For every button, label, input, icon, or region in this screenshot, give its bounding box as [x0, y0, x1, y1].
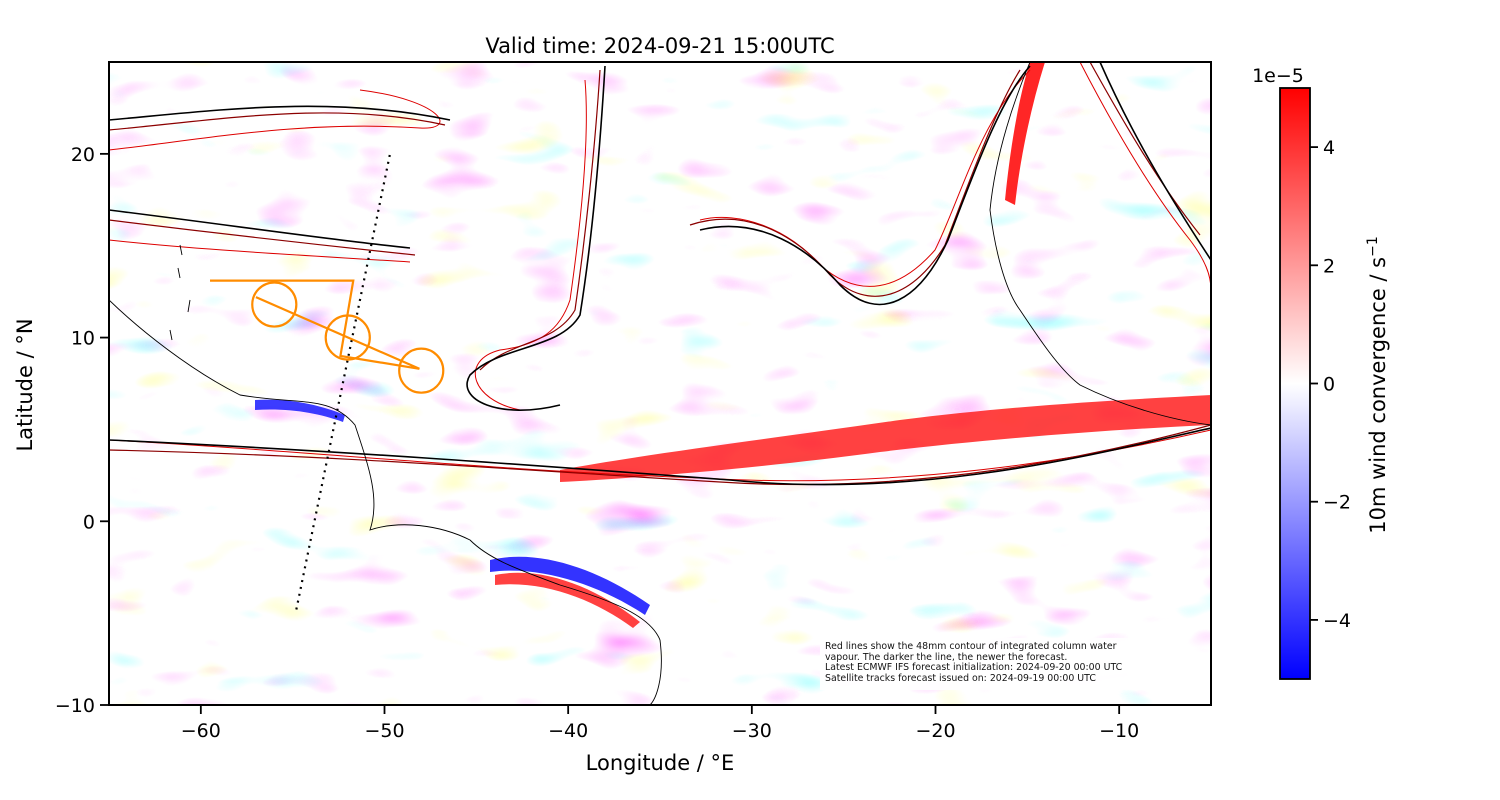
chart-title: Valid time: 2024-09-21 15:00UTC	[485, 34, 834, 58]
ivt-contours-latest	[109, 62, 1211, 486]
colorbar-label-text: 10m wind convergence / s	[1366, 257, 1390, 534]
orange-flight-path	[210, 279, 420, 370]
colorbar-label: 10m wind convergence / s−1	[1365, 236, 1390, 534]
african-coast-convergence-band	[1005, 62, 1045, 205]
africa-coast	[989, 62, 1211, 426]
y-axis-ticks: −10 0 10 20	[55, 144, 109, 717]
x-tick-label: −20	[915, 720, 955, 742]
x-tick-label: −10	[1099, 720, 1139, 742]
coastlines	[109, 62, 1211, 705]
x-tick-label: −40	[548, 720, 588, 742]
colorbar-scale-label: 1e−5	[1252, 65, 1304, 87]
y-tick-label: 20	[71, 144, 95, 166]
convergence-field	[109, 62, 1211, 705]
itcz-convergence-band	[560, 395, 1211, 482]
orange-circle-marker	[251, 281, 298, 328]
x-tick-label: −50	[364, 720, 404, 742]
x-tick-label: −60	[181, 720, 221, 742]
x-axis-ticks: −60 −50 −40 −30 −20 −10	[181, 705, 1139, 742]
colorbar-tick-label: −2	[1323, 492, 1351, 514]
colorbar-tick-label: 2	[1323, 255, 1335, 277]
plot-area	[109, 62, 1211, 705]
note-line: Latest ECMWF IFS forecast initialization…	[825, 662, 1123, 674]
brazil-coast-convergence-band	[495, 572, 640, 628]
colorbar-tick-label: −4	[1323, 610, 1351, 632]
forecast-note-box: Red lines show the 48mm contour of integ…	[820, 638, 1182, 690]
y-tick-label: 10	[71, 328, 95, 350]
note-line: vapour. The darker the line, the newer t…	[825, 651, 1068, 663]
note-line: Red lines show the 48mm contour of integ…	[825, 641, 1117, 652]
brazil-coast-divergence-band	[490, 556, 650, 615]
south-america-coast	[109, 299, 662, 705]
colorbar-gradient	[1279, 87, 1311, 680]
colorbar: −4 −2 0 2 4 1e−5 10m wind convergence / s−1	[1252, 65, 1390, 680]
colorbar-tick-label: 4	[1323, 137, 1335, 159]
ivt-contours-mid	[109, 62, 1211, 486]
x-tick-label: −30	[732, 720, 772, 742]
satellite-track-line	[295, 153, 392, 610]
y-axis-label: Latitude / °N	[13, 318, 37, 451]
colorbar-ticks: −4 −2 0 2 4	[1310, 137, 1351, 632]
colorbar-label-exponent: −1	[1365, 236, 1381, 257]
note-line: Satellite tracks forecast issued on: 202…	[825, 672, 1096, 684]
lesser-antilles	[169, 244, 191, 341]
orange-marker-group	[210, 279, 445, 394]
y-tick-label: 0	[83, 511, 95, 533]
orange-circle-marker	[324, 314, 371, 361]
orange-circle-marker	[398, 347, 445, 394]
y-tick-label: −10	[55, 695, 95, 717]
convergence-bands	[255, 62, 1211, 628]
colorbar-tick-label: 0	[1323, 374, 1335, 396]
caribbean-divergence-band	[255, 399, 345, 422]
x-axis-label: Longitude / °E	[586, 751, 735, 775]
axes-frame	[108, 61, 1212, 706]
